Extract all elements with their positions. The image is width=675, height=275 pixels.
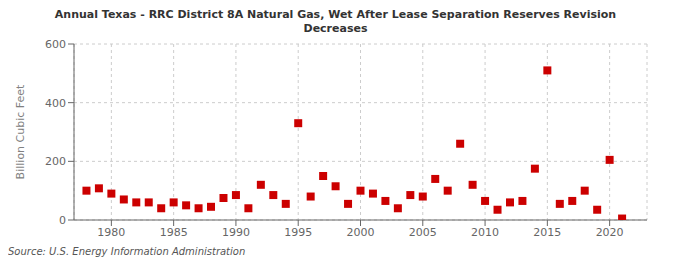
svg-text:2020: 2020 [596, 226, 624, 239]
svg-text:1980: 1980 [97, 226, 125, 239]
html-text:Source: U.S. Energy Informatio: Source: U.S. Energy Information Administ… [8, 246, 246, 257]
svg-text:1995: 1995 [284, 226, 312, 239]
svg-text:Billion Cubic Feet: Billion Cubic Feet [14, 84, 27, 179]
html-text:Decreases: Decreases [303, 22, 368, 35]
svg-text:600: 600 [45, 38, 66, 51]
svg-text:1985: 1985 [160, 226, 188, 239]
svg-text:200: 200 [45, 155, 66, 168]
svg-text:400: 400 [45, 97, 66, 110]
svg-text:2015: 2015 [533, 226, 561, 239]
html-text:Annual Texas - RRC District 8A: Annual Texas - RRC District 8A Natural G… [54, 8, 617, 21]
svg-text:1990: 1990 [222, 226, 250, 239]
svg-text:2010: 2010 [471, 226, 499, 239]
svg-text:2005: 2005 [409, 226, 437, 239]
svg-text:2000: 2000 [347, 226, 375, 239]
svg-text:0: 0 [59, 214, 66, 227]
